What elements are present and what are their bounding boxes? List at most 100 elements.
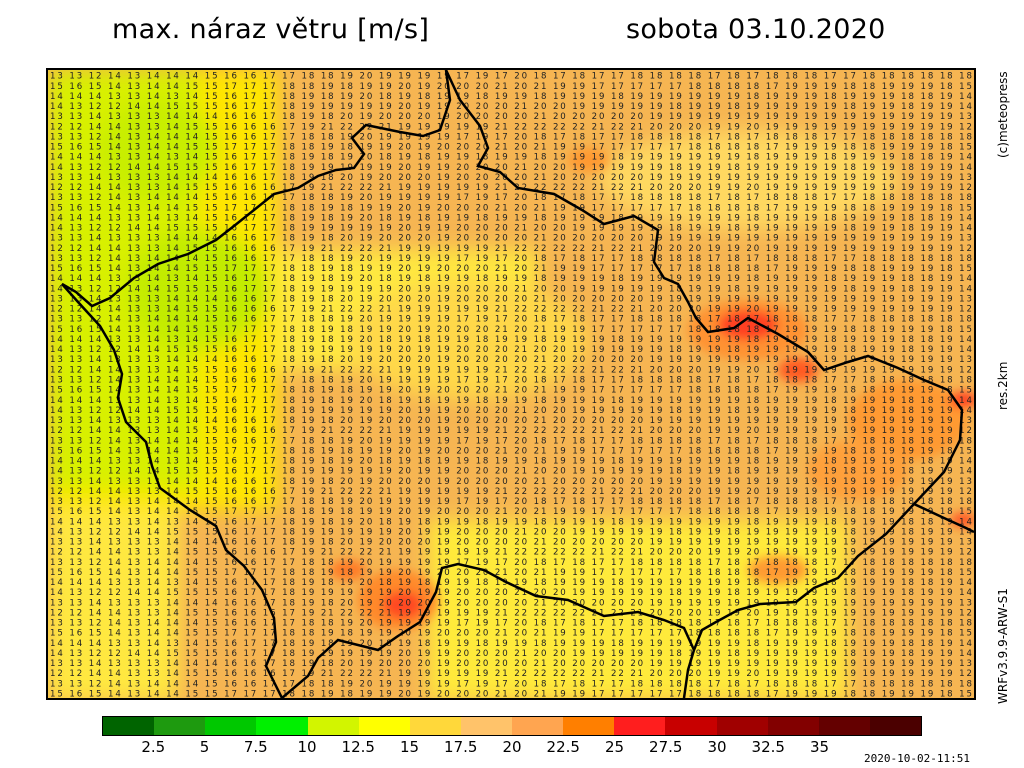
grid-row: 13 13 14 13 13 13 14 14 14 16 16 17 18 1… — [50, 538, 972, 548]
grid-row: 13 13 14 13 13 13 14 14 14 16 16 17 18 1… — [50, 355, 972, 365]
grid-row: 15 16 15 14 13 14 14 15 15 17 17 17 18 1… — [50, 446, 972, 456]
grid-row: 14 13 12 12 14 14 15 15 15 16 17 17 18 1… — [50, 588, 972, 598]
grid-row: 12 12 14 14 13 13 14 15 15 16 16 16 17 1… — [50, 244, 972, 254]
legend-swatch — [205, 717, 257, 735]
legend-tick-label: 20 — [502, 738, 522, 756]
calm-zones — [48, 70, 898, 698]
grid-row: 14 13 12 12 14 14 15 15 15 16 17 17 18 1… — [50, 527, 972, 537]
grid-row: 15 16 15 14 13 14 14 15 15 17 17 17 18 1… — [50, 629, 972, 639]
strong-gust-zones — [330, 148, 974, 630]
grid-row: 15 16 15 14 13 14 14 15 15 17 17 17 18 1… — [50, 264, 972, 274]
wind-gust-map: 13 13 12 14 13 14 14 14 15 16 16 17 17 1… — [46, 68, 976, 700]
grid-row: 14 14 14 13 13 14 13 14 15 16 17 17 18 1… — [50, 92, 972, 102]
legend-swatch — [512, 717, 564, 735]
grid-row: 14 13 12 12 14 14 15 15 15 16 17 17 18 1… — [50, 224, 972, 234]
color-legend — [102, 716, 922, 736]
legend-tick-label: 5 — [199, 738, 210, 756]
grid-row: 15 16 15 14 13 14 14 15 15 17 17 17 18 1… — [50, 568, 972, 578]
run-timestamp: 2020-10-02-11:51 — [864, 752, 970, 765]
grid-row: 12 12 14 14 13 13 14 15 15 16 16 16 17 1… — [50, 548, 972, 558]
grid-row: 13 13 14 13 13 13 14 14 14 16 16 17 18 1… — [50, 477, 972, 487]
grid-row: 13 13 12 14 13 14 14 14 15 16 16 17 17 1… — [50, 376, 972, 386]
legend-swatch — [307, 717, 359, 735]
grid-row: 15 16 15 14 13 14 14 15 15 17 17 17 18 1… — [50, 325, 972, 335]
legend-swatch — [154, 717, 206, 735]
grid-row: 13 13 12 14 13 14 14 14 15 16 16 17 17 1… — [50, 72, 972, 82]
grid-row: 14 14 14 13 13 14 13 14 15 16 17 17 18 1… — [50, 457, 972, 467]
grid-row: 12 12 14 14 13 13 14 15 15 16 16 16 17 1… — [50, 608, 972, 618]
grid-row: 13 13 12 14 13 14 14 14 15 16 16 17 17 1… — [50, 619, 972, 629]
legend-tick-label: 7.5 — [243, 738, 268, 756]
country-border — [61, 70, 452, 698]
grid-row: 15 16 15 14 13 14 14 15 15 17 17 17 18 1… — [50, 690, 972, 699]
grid-row: 12 12 14 14 13 13 14 15 15 16 16 16 17 1… — [50, 183, 972, 193]
grid-row: 14 13 12 12 14 14 15 15 15 16 17 17 18 1… — [50, 163, 972, 173]
grid-row: 14 13 12 12 14 14 15 15 15 16 17 17 18 1… — [50, 284, 972, 294]
legend-swatch — [460, 717, 512, 735]
grid-row: 14 13 12 12 14 14 15 15 15 16 17 17 18 1… — [50, 345, 972, 355]
grid-row: 14 13 12 12 14 14 15 15 15 16 17 17 18 1… — [50, 467, 972, 477]
grid-row: 12 12 14 14 13 13 14 15 15 16 16 16 17 1… — [50, 487, 972, 497]
legend-swatch — [818, 717, 870, 735]
grid-row: 12 12 14 14 13 13 14 15 15 16 16 16 17 1… — [50, 122, 972, 132]
grid-row: 13 13 12 14 13 14 14 14 15 16 16 17 17 1… — [50, 254, 972, 264]
forecast-date: sobota 03.10.2020 — [626, 14, 886, 45]
model-label: WRFv3.9.9-ARW-S1 — [996, 588, 1010, 704]
legend-tick-label: 30 — [707, 738, 727, 756]
grid-row: 13 13 14 13 13 13 14 14 14 16 16 17 18 1… — [50, 112, 972, 122]
grid-row: 13 13 12 14 13 14 14 14 15 16 16 17 17 1… — [50, 558, 972, 568]
grid-row: 12 12 14 14 13 13 14 15 15 16 16 16 17 1… — [50, 305, 972, 315]
grid-row: 13 13 14 13 13 13 14 14 14 16 16 17 18 1… — [50, 294, 972, 304]
grid-row: 12 12 14 14 13 13 14 15 15 16 16 16 17 1… — [50, 426, 972, 436]
map-canvas: 13 13 12 14 13 14 14 14 15 16 16 17 17 1… — [48, 70, 974, 698]
resolution-label: res.2km — [996, 361, 1010, 410]
legend-tick-label: 32.5 — [751, 738, 785, 756]
legend-tick-label: 10 — [297, 738, 317, 756]
legend-swatch — [716, 717, 768, 735]
grid-row: 14 14 14 13 13 14 13 14 15 16 17 17 18 1… — [50, 396, 972, 406]
grid-row: 14 13 12 12 14 14 15 15 15 16 17 17 18 1… — [50, 102, 972, 112]
gust-grid-numbers: 13 13 12 14 13 14 14 14 15 16 16 17 17 1… — [50, 72, 972, 698]
grid-row: 13 13 12 14 13 14 14 14 15 16 16 17 17 1… — [50, 679, 972, 689]
grid-row: 13 13 14 13 13 13 14 14 14 16 16 17 18 1… — [50, 416, 972, 426]
legend-tick-label: 17.5 — [444, 738, 478, 756]
legend-tick-label: 22.5 — [546, 738, 580, 756]
grid-row: 12 12 14 14 13 13 14 15 15 16 16 16 17 1… — [50, 669, 972, 679]
grid-row: 13 13 14 13 13 13 14 14 14 16 16 17 18 1… — [50, 173, 972, 183]
grid-row: 14 14 14 13 13 14 13 14 15 16 17 17 18 1… — [50, 517, 972, 527]
country-border-east-edge — [913, 502, 974, 534]
grid-row: 14 14 14 13 13 14 13 14 15 16 17 17 18 1… — [50, 213, 972, 223]
grid-row: 13 13 12 14 13 14 14 14 15 16 16 17 17 1… — [50, 436, 972, 446]
legend-tick-label: 27.5 — [649, 738, 683, 756]
grid-row: 13 13 12 14 13 14 14 14 15 16 16 17 17 1… — [50, 315, 972, 325]
legend-swatch — [665, 717, 717, 735]
grid-row: 15 16 15 14 13 14 14 15 15 17 17 17 18 1… — [50, 203, 972, 213]
country-border-south — [281, 562, 696, 698]
legend-tick-label: 35 — [809, 738, 830, 756]
grid-row: 14 13 12 12 14 14 15 15 15 16 17 17 18 1… — [50, 649, 972, 659]
grid-row: 13 13 12 14 13 14 14 14 15 16 16 17 17 1… — [50, 193, 972, 203]
grid-row: 15 16 15 14 13 14 14 15 15 17 17 17 18 1… — [50, 386, 972, 396]
legend-tick-label: 12.5 — [341, 738, 375, 756]
grid-row: 15 16 15 14 13 14 14 15 15 17 17 17 18 1… — [50, 82, 972, 92]
grid-row: 13 13 12 14 13 14 14 14 15 16 16 17 17 1… — [50, 497, 972, 507]
legend-swatch — [563, 717, 615, 735]
grid-row: 14 14 14 13 13 14 13 14 15 16 17 17 18 1… — [50, 274, 972, 284]
grid-row: 14 14 14 13 13 14 13 14 15 16 17 17 18 1… — [50, 153, 972, 163]
grid-row: 14 14 14 13 13 14 13 14 15 16 17 17 18 1… — [50, 335, 972, 345]
country-border-east — [444, 70, 964, 698]
legend-swatch — [103, 717, 155, 735]
legend-swatch — [256, 717, 308, 735]
grid-row: 13 13 14 13 13 13 14 14 14 16 16 17 18 1… — [50, 598, 972, 608]
grid-row: 15 16 15 14 13 14 14 15 15 17 17 17 18 1… — [50, 143, 972, 153]
grid-row: 13 13 14 13 13 13 14 14 14 16 16 17 18 1… — [50, 659, 972, 669]
copyright-label: (c)meteopress — [996, 71, 1010, 158]
legend-swatch — [614, 717, 666, 735]
map-title: max. náraz větru [m/s] — [112, 14, 430, 45]
grid-row: 13 13 14 13 13 13 14 14 14 16 16 17 18 1… — [50, 234, 972, 244]
grid-row: 12 12 14 14 13 13 14 15 15 16 16 16 17 1… — [50, 365, 972, 375]
legend-tick-label: 25 — [604, 738, 625, 756]
grid-row: 13 13 12 14 13 14 14 14 15 16 16 17 17 1… — [50, 132, 972, 142]
legend-tick-label: 2.5 — [141, 738, 166, 756]
legend-swatch — [767, 717, 819, 735]
